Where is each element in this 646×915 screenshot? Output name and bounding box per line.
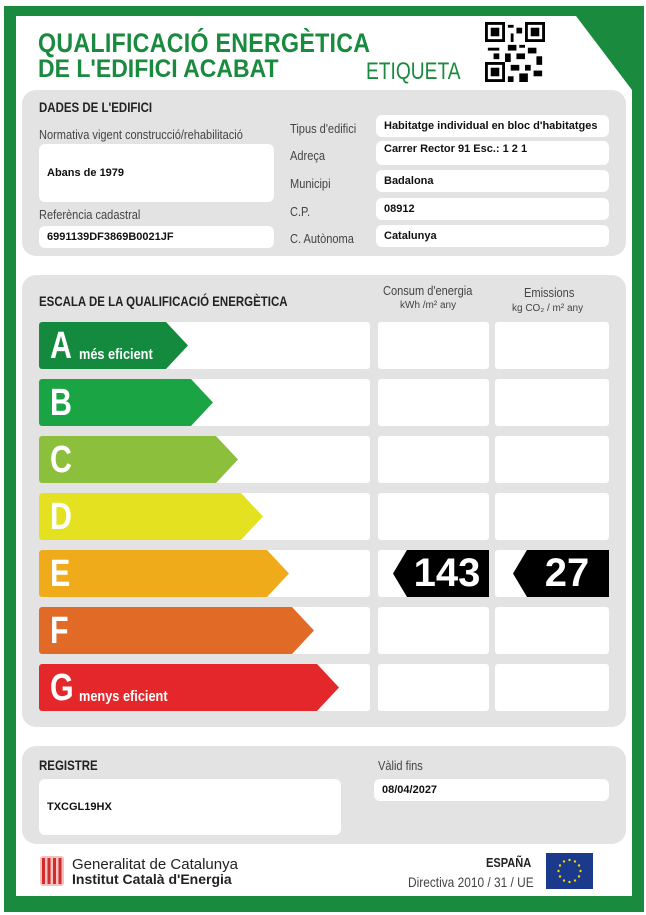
field-label: Tipus d'edifici: [290, 121, 357, 136]
country: ESPAÑA: [486, 855, 532, 870]
eu-star-icon: [573, 860, 577, 863]
eu-star-icon: [577, 864, 581, 867]
class-letter: G: [50, 667, 74, 709]
eu-star-icon: [558, 864, 562, 867]
class-bar-d: D: [39, 493, 263, 540]
scale-heading: ESCALA DE LA QUALIFICACIÓ ENERGÈTICA: [39, 293, 288, 309]
class-letter: A: [50, 325, 72, 367]
org-name-2: Institut Català d'Energia: [72, 871, 232, 887]
scale-row-d: D: [39, 493, 370, 540]
eu-star-icon: [558, 875, 562, 878]
class-letter: B: [50, 382, 72, 424]
etiqueta-label: ETIQUETA: [366, 58, 461, 85]
eu-star-icon: [568, 858, 571, 862]
eu-star-icon: [557, 869, 560, 873]
scale-row-e: E: [39, 550, 370, 597]
generalitat-logo-icon: [40, 856, 64, 886]
cadastral-label: Referència cadastral: [39, 207, 141, 222]
eu-flag-icon: [546, 853, 593, 889]
class-bar-f: F: [39, 607, 314, 654]
emissions-cell: [495, 607, 609, 654]
class-bar-b: B: [39, 379, 213, 426]
field-label: C.P.: [290, 204, 311, 219]
consumption-cell: [378, 493, 489, 540]
class-caption: menys eficient: [79, 688, 168, 705]
building-data-heading: DADES DE L'EDIFICI: [39, 99, 153, 115]
emissions-cell: [495, 379, 609, 426]
class-caption: més eficient: [79, 346, 153, 363]
directive: Directiva 2010 / 31 / UE: [408, 874, 534, 890]
field-value: Habitatge individual en bloc d'habitatge…: [376, 115, 609, 137]
field-value: Badalona: [376, 170, 609, 192]
class-bar-e: E: [39, 550, 289, 597]
scale-row-f: F: [39, 607, 370, 654]
field-label: Municipi: [290, 176, 331, 191]
valid-until-value: 08/04/2027: [374, 779, 609, 801]
regulation-label: Normativa vigent construcció/rehabilitac…: [39, 127, 243, 142]
field-label: Adreça: [290, 148, 326, 163]
emissions-header: Emissions: [524, 285, 575, 300]
consumption-value-tag: 143: [393, 550, 489, 597]
emissions-cell: [495, 493, 609, 540]
eu-star-icon: [568, 880, 571, 884]
emissions-cell: [495, 664, 609, 711]
valid-until-label: Vàlid fins: [378, 758, 423, 773]
class-letter: F: [50, 610, 69, 652]
class-letter: C: [50, 439, 72, 481]
eu-star-icon: [562, 879, 566, 882]
consumption-unit: kWh /m² any: [400, 300, 457, 311]
field-value: Catalunya: [376, 225, 609, 247]
org-name-1: Generalitat de Catalunya: [72, 856, 238, 873]
consumption-cell: [378, 379, 489, 426]
scale-row-b: B: [39, 379, 370, 426]
emissions-unit: kg CO₂ / m² any: [512, 303, 584, 314]
consumption-cell: [378, 607, 489, 654]
emissions-cell: [495, 322, 609, 369]
eu-star-icon: [577, 875, 581, 878]
registry-value: TXCGL19HX: [39, 779, 341, 835]
class-bar-c: C: [39, 436, 238, 483]
title-line2: DE L'EDIFICI ACABAT: [38, 55, 279, 83]
field-value: 08912: [376, 198, 609, 220]
eu-star-icon: [562, 860, 566, 863]
class-letter: D: [50, 496, 72, 538]
registry-heading: REGISTRE: [39, 757, 98, 773]
emissions-value-tag: 27: [513, 550, 609, 597]
scale-row-c: C: [39, 436, 370, 483]
title-line1: QUALIFICACIÓ ENERGÈTICA: [38, 28, 371, 58]
consumption-cell: [378, 322, 489, 369]
qr-code-icon: [485, 22, 545, 82]
eu-star-icon: [573, 879, 577, 882]
field-value: Carrer Rector 91 Esc.: 1 2 1: [376, 141, 609, 165]
emissions-cell: [495, 436, 609, 483]
class-letter: E: [50, 553, 71, 595]
eu-star-icon: [579, 869, 582, 873]
field-label: C. Autònoma: [290, 231, 354, 246]
consumption-cell: [378, 664, 489, 711]
regulation-value: Abans de 1979: [39, 144, 274, 202]
consumption-header: Consum d'energia: [383, 283, 473, 298]
consumption-cell: [378, 436, 489, 483]
cadastral-value: 6991139DF3869B0021JF: [39, 226, 274, 248]
